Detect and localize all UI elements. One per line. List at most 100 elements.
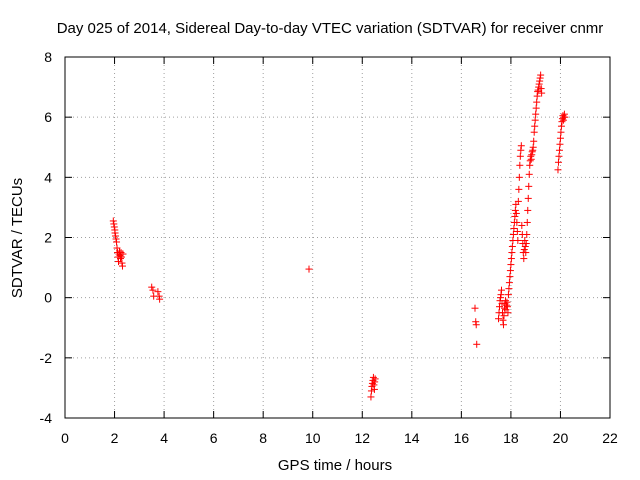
- data-point: [510, 224, 518, 232]
- data-point: [148, 283, 156, 291]
- data-point: [501, 297, 509, 305]
- data-point: [513, 218, 521, 226]
- data-point: [497, 286, 505, 294]
- data-point: [515, 185, 523, 193]
- data-point: [369, 373, 377, 381]
- data-point: [508, 249, 516, 257]
- data-point: [512, 209, 520, 217]
- chart-title: Day 025 of 2014, Sidereal Day-to-day VTE…: [57, 20, 604, 37]
- data-point: [515, 173, 523, 181]
- y-tick-label: -2: [40, 350, 53, 366]
- data-point: [511, 212, 519, 220]
- data-point: [156, 295, 164, 303]
- x-tick-label: 4: [160, 430, 168, 446]
- data-point: [505, 285, 513, 293]
- y-tick-label: 0: [44, 290, 52, 306]
- data-point: [556, 134, 564, 142]
- data-point: [555, 152, 563, 160]
- data-point: [532, 110, 540, 118]
- data-point: [472, 321, 480, 329]
- plot-frame: [64, 56, 611, 419]
- data-point: [504, 309, 512, 317]
- data-point: [471, 304, 479, 312]
- data-point: [532, 104, 540, 112]
- data-point: [507, 255, 515, 263]
- data-point: [514, 197, 522, 205]
- data-point: [503, 303, 511, 311]
- x-tick-label: 8: [259, 430, 267, 446]
- tick-labels: 0 2 4 6 8 10 12 14 16 18 20 22 -4 -2 0 2 4 6 8: [40, 49, 618, 446]
- data-point: [531, 122, 539, 130]
- data-point: [554, 166, 562, 174]
- data-point: [556, 140, 564, 148]
- data-point: [116, 255, 124, 263]
- gridlines: [65, 57, 610, 418]
- data-point: [516, 161, 524, 169]
- data-point: [513, 227, 521, 235]
- data-point: [505, 279, 513, 287]
- y-axis-label: SDTVAR / TECUs: [9, 178, 26, 298]
- data-point: [523, 218, 531, 226]
- data-point: [119, 250, 127, 258]
- data-point: [538, 89, 546, 97]
- data-point: [521, 243, 529, 251]
- data-point: [557, 128, 565, 136]
- y-tick-label: 8: [44, 49, 52, 65]
- data-point: [517, 142, 525, 150]
- x-tick-label: 10: [305, 430, 321, 446]
- data-point: [524, 206, 532, 214]
- data-point: [521, 237, 529, 245]
- data-point: [506, 267, 514, 275]
- x-tick-label: 2: [111, 430, 119, 446]
- data-point: [531, 116, 539, 124]
- data-point: [500, 312, 508, 320]
- data-point: [495, 315, 503, 323]
- x-tick-label: 0: [61, 430, 69, 446]
- data-point: [154, 288, 162, 296]
- data-point: [371, 375, 379, 383]
- x-tick-label: 12: [354, 430, 370, 446]
- data-point: [537, 71, 545, 79]
- data-point: [113, 238, 121, 246]
- y-tick-label: 2: [44, 230, 52, 246]
- data-point: [561, 113, 569, 121]
- data-point: [522, 249, 530, 257]
- data-point: [523, 230, 531, 238]
- data-point: [533, 98, 541, 106]
- data-point: [530, 137, 538, 145]
- y-tick-label: 6: [44, 109, 52, 125]
- data-point: [554, 158, 562, 166]
- data-point: [305, 265, 313, 273]
- data-point: [507, 261, 515, 269]
- data-point: [149, 286, 157, 294]
- data-point: [499, 321, 507, 329]
- data-point: [504, 291, 512, 299]
- data-point: [529, 143, 537, 151]
- data-point: [473, 340, 481, 348]
- y-tick-label: 4: [44, 169, 52, 185]
- data-point: [511, 206, 519, 214]
- x-tick-label: 22: [602, 430, 618, 446]
- data-point: [118, 262, 126, 270]
- x-tick-label: 20: [553, 430, 569, 446]
- data-point: [506, 273, 514, 281]
- data-point: [508, 243, 516, 251]
- data-points: [109, 71, 569, 401]
- data-point: [509, 230, 517, 238]
- data-point: [555, 146, 563, 154]
- data-point: [514, 237, 522, 245]
- x-tick-label: 18: [503, 430, 519, 446]
- data-point: [516, 152, 524, 160]
- data-point: [520, 255, 528, 263]
- x-tick-label: 16: [454, 430, 470, 446]
- data-point: [117, 253, 125, 261]
- data-point: [370, 385, 378, 393]
- data-point: [367, 393, 375, 401]
- x-axis-label: GPS time / hours: [278, 457, 392, 474]
- data-point: [530, 128, 538, 136]
- x-tick-label: 6: [210, 430, 218, 446]
- data-point: [524, 194, 532, 202]
- x-tick-label: 14: [404, 430, 420, 446]
- data-point: [525, 170, 533, 178]
